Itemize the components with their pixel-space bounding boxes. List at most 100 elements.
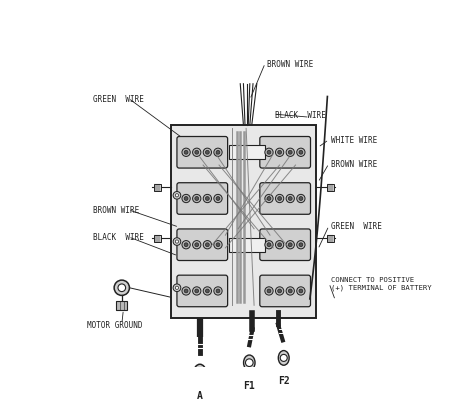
Text: BROWN WIRE: BROWN WIRE: [267, 59, 313, 69]
Circle shape: [297, 149, 305, 157]
Circle shape: [192, 195, 201, 203]
Bar: [327, 184, 334, 191]
Text: WHITE WIRE: WHITE WIRE: [330, 136, 377, 145]
Circle shape: [175, 194, 179, 197]
Circle shape: [278, 151, 282, 155]
Circle shape: [286, 241, 294, 249]
Circle shape: [214, 241, 222, 249]
Text: BLACK  WIRE: BLACK WIRE: [93, 233, 144, 242]
Text: F1: F1: [244, 380, 255, 390]
Circle shape: [214, 287, 222, 295]
Circle shape: [175, 240, 179, 244]
Circle shape: [288, 151, 292, 155]
Circle shape: [275, 149, 284, 157]
Circle shape: [196, 368, 204, 377]
FancyBboxPatch shape: [177, 183, 228, 215]
Text: CONNECT TO POSITIVE
(+) TERMINAL OF BATTERY: CONNECT TO POSITIVE (+) TERMINAL OF BATT…: [330, 277, 431, 290]
Circle shape: [205, 197, 210, 201]
Circle shape: [275, 195, 284, 203]
Circle shape: [192, 287, 201, 295]
Bar: [154, 235, 161, 242]
Ellipse shape: [278, 351, 289, 366]
Circle shape: [216, 197, 220, 201]
Ellipse shape: [194, 364, 206, 380]
Bar: [117, 301, 127, 310]
FancyBboxPatch shape: [260, 137, 310, 169]
Circle shape: [297, 195, 305, 203]
FancyBboxPatch shape: [177, 137, 228, 169]
Ellipse shape: [244, 355, 255, 370]
Circle shape: [192, 149, 201, 157]
Circle shape: [267, 151, 271, 155]
Bar: [228, 146, 265, 160]
Circle shape: [114, 280, 129, 296]
Circle shape: [175, 287, 179, 290]
Circle shape: [265, 241, 273, 249]
Circle shape: [216, 290, 220, 293]
Bar: [171, 126, 316, 318]
Text: BROWN WIRE: BROWN WIRE: [93, 206, 139, 215]
Circle shape: [265, 195, 273, 203]
Circle shape: [184, 197, 188, 201]
Circle shape: [184, 290, 188, 293]
FancyBboxPatch shape: [177, 275, 228, 307]
Circle shape: [297, 287, 305, 295]
Circle shape: [286, 287, 294, 295]
Circle shape: [265, 287, 273, 295]
Bar: [228, 238, 265, 252]
Circle shape: [299, 151, 303, 155]
Circle shape: [297, 241, 305, 249]
Circle shape: [195, 243, 199, 247]
Circle shape: [205, 290, 210, 293]
Circle shape: [195, 151, 199, 155]
Text: A: A: [197, 390, 203, 400]
Circle shape: [299, 197, 303, 201]
Circle shape: [267, 243, 271, 247]
Circle shape: [205, 243, 210, 247]
Circle shape: [173, 238, 181, 246]
FancyBboxPatch shape: [260, 183, 310, 215]
Text: GREEN  WIRE: GREEN WIRE: [93, 94, 144, 103]
Circle shape: [299, 290, 303, 293]
Circle shape: [267, 197, 271, 201]
Text: BLACK  WIRE: BLACK WIRE: [275, 110, 326, 119]
Text: BROWN WIRE: BROWN WIRE: [330, 159, 377, 169]
Circle shape: [278, 243, 282, 247]
Circle shape: [267, 290, 271, 293]
Circle shape: [246, 359, 253, 367]
Circle shape: [288, 197, 292, 201]
Circle shape: [118, 284, 126, 292]
FancyBboxPatch shape: [260, 229, 310, 261]
Text: MOTOR GROUND: MOTOR GROUND: [87, 320, 142, 329]
Circle shape: [195, 290, 199, 293]
Circle shape: [182, 195, 190, 203]
Circle shape: [216, 243, 220, 247]
Text: F2: F2: [278, 375, 290, 385]
Circle shape: [203, 149, 211, 157]
Circle shape: [205, 151, 210, 155]
Circle shape: [203, 195, 211, 203]
Bar: [327, 235, 334, 242]
Circle shape: [203, 287, 211, 295]
Circle shape: [265, 149, 273, 157]
Circle shape: [275, 241, 284, 249]
Circle shape: [280, 354, 287, 361]
Circle shape: [182, 287, 190, 295]
Bar: [154, 184, 161, 191]
Circle shape: [182, 241, 190, 249]
Circle shape: [214, 149, 222, 157]
Text: GREEN  WIRE: GREEN WIRE: [330, 221, 382, 230]
Circle shape: [203, 241, 211, 249]
Circle shape: [278, 290, 282, 293]
Circle shape: [182, 149, 190, 157]
Circle shape: [288, 243, 292, 247]
Circle shape: [286, 149, 294, 157]
Circle shape: [214, 195, 222, 203]
Circle shape: [195, 197, 199, 201]
Circle shape: [216, 151, 220, 155]
Circle shape: [192, 241, 201, 249]
Circle shape: [173, 192, 181, 199]
Circle shape: [288, 290, 292, 293]
Circle shape: [173, 284, 181, 292]
FancyBboxPatch shape: [177, 229, 228, 261]
